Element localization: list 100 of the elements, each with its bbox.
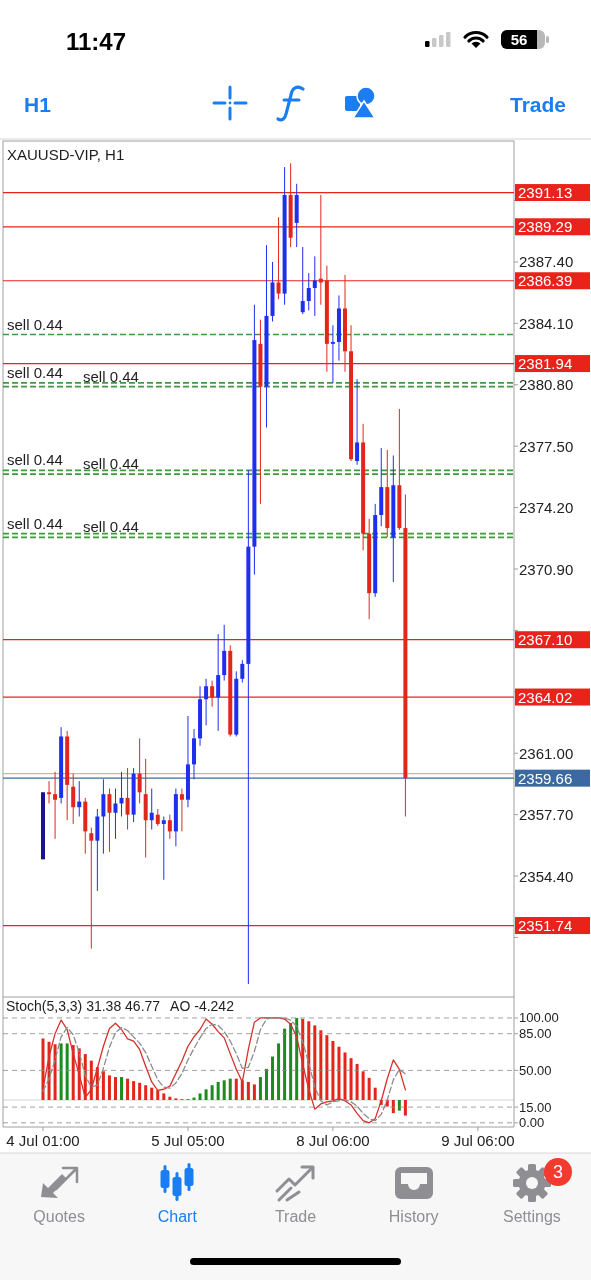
ref-line-label: sell 0.44 <box>83 518 139 536</box>
chart-title: AO -4.242 <box>170 998 235 1014</box>
candlestick <box>167 814 172 840</box>
chart-title: Stoch(5,3,3) 31.38 46.77 <box>6 998 161 1014</box>
bar <box>120 1077 124 1100</box>
category-label: History <box>388 1208 439 1225</box>
chart-title: XAUUSD-VIP, H1 <box>7 146 125 163</box>
bar <box>210 1085 214 1100</box>
candlestick <box>300 246 305 315</box>
bar <box>150 1087 154 1100</box>
bar <box>295 1018 299 1100</box>
ref-line-label: 2386.39 <box>518 272 573 290</box>
bar <box>198 1093 202 1100</box>
bar <box>403 1100 407 1116</box>
y-tick-label: 2384.10 <box>519 314 574 332</box>
bar <box>313 1025 317 1100</box>
bar <box>252 1084 256 1100</box>
candlestick <box>240 659 245 684</box>
bar <box>325 1035 329 1100</box>
ref-line-label: sell 0.44 <box>7 514 63 532</box>
ref-line-label: 2367.10 <box>518 631 573 649</box>
bar <box>216 1081 220 1100</box>
bar <box>373 1087 377 1100</box>
bar <box>319 1030 323 1100</box>
candlestick <box>47 780 52 804</box>
bar <box>132 1081 136 1100</box>
ref-line-label: sell 0.44 <box>83 367 139 385</box>
bar <box>289 1022 293 1100</box>
bar <box>126 1078 130 1100</box>
candlestick <box>101 778 106 855</box>
bar <box>367 1077 371 1100</box>
y-tick-label: 2354.40 <box>519 867 574 885</box>
bar <box>234 1078 238 1100</box>
category-label: Chart <box>157 1208 198 1225</box>
y-tick-label: 2357.70 <box>519 806 574 824</box>
candlestick <box>330 324 335 384</box>
x-tick-label: 5 Jul 05:00 <box>151 1132 225 1149</box>
x-tick-label: 8 Jul 06:00 <box>296 1132 370 1149</box>
candlestick <box>161 816 166 881</box>
candlestick <box>306 272 311 311</box>
ref-line-label: 2359.66 <box>518 769 573 787</box>
y-tick-label: 2370.90 <box>519 560 574 578</box>
candlestick <box>71 773 76 825</box>
ref-line-label: 2389.29 <box>518 218 573 236</box>
bar <box>65 1043 69 1100</box>
ref-line-label: 2381.94 <box>518 355 573 373</box>
candlestick <box>312 255 317 317</box>
candlestick <box>77 780 82 817</box>
bar <box>59 1043 63 1100</box>
y-tick-label: 2374.20 <box>519 499 574 517</box>
candlestick <box>107 788 112 853</box>
bar <box>355 1063 359 1100</box>
bar <box>168 1096 172 1100</box>
bar <box>107 1075 111 1100</box>
candlestick <box>137 737 142 804</box>
y-tick-label: 2380.80 <box>519 376 574 394</box>
bar <box>283 1028 287 1100</box>
category-label: Trade <box>274 1208 317 1225</box>
bar <box>240 1080 244 1100</box>
bar <box>271 1056 275 1100</box>
text: 56 <box>510 31 528 48</box>
text: 11:47 <box>65 28 127 55</box>
bar <box>343 1052 347 1100</box>
bar <box>222 1080 226 1100</box>
y-tick-label: 50.00 <box>519 1062 552 1078</box>
x-tick-label: 4 Jul 01:00 <box>6 1132 80 1149</box>
ref-line-label: sell 0.44 <box>7 315 63 333</box>
bar <box>246 1081 250 1100</box>
bar <box>228 1078 232 1100</box>
text: H1 <box>24 93 52 116</box>
ref-line-label: 2391.13 <box>518 184 573 202</box>
ref-line-label: sell 0.44 <box>83 455 139 473</box>
bar <box>53 1044 57 1100</box>
bar <box>277 1043 281 1100</box>
y-tick-label: 100.00 <box>519 1010 559 1026</box>
bar <box>331 1040 335 1100</box>
candlestick <box>216 633 221 732</box>
bar <box>101 1071 105 1100</box>
bar <box>361 1071 365 1100</box>
ref-line-label: 2351.74 <box>518 917 573 935</box>
y-tick-label: 2361.00 <box>519 744 574 762</box>
category-label: Quotes <box>33 1208 85 1225</box>
y-tick-label: 15.00 <box>519 1099 552 1115</box>
candlestick <box>113 788 118 840</box>
category-label: Settings <box>502 1208 561 1225</box>
candlestick <box>53 771 58 840</box>
ref-line-label: sell 0.44 <box>7 363 63 381</box>
candlestick <box>204 678 209 726</box>
text: 3 <box>552 1162 564 1182</box>
candlestick <box>125 767 130 831</box>
bar <box>337 1046 341 1100</box>
candlestick <box>149 788 154 831</box>
text: Trade <box>509 93 566 116</box>
bar <box>264 1068 268 1100</box>
ref-line-label: 2364.02 <box>518 688 573 706</box>
bar <box>138 1082 142 1100</box>
bar <box>144 1085 148 1100</box>
y-tick-label: 2387.40 <box>519 253 574 271</box>
x-tick-label: 9 Jul 06:00 <box>441 1132 515 1149</box>
bar <box>349 1058 353 1100</box>
